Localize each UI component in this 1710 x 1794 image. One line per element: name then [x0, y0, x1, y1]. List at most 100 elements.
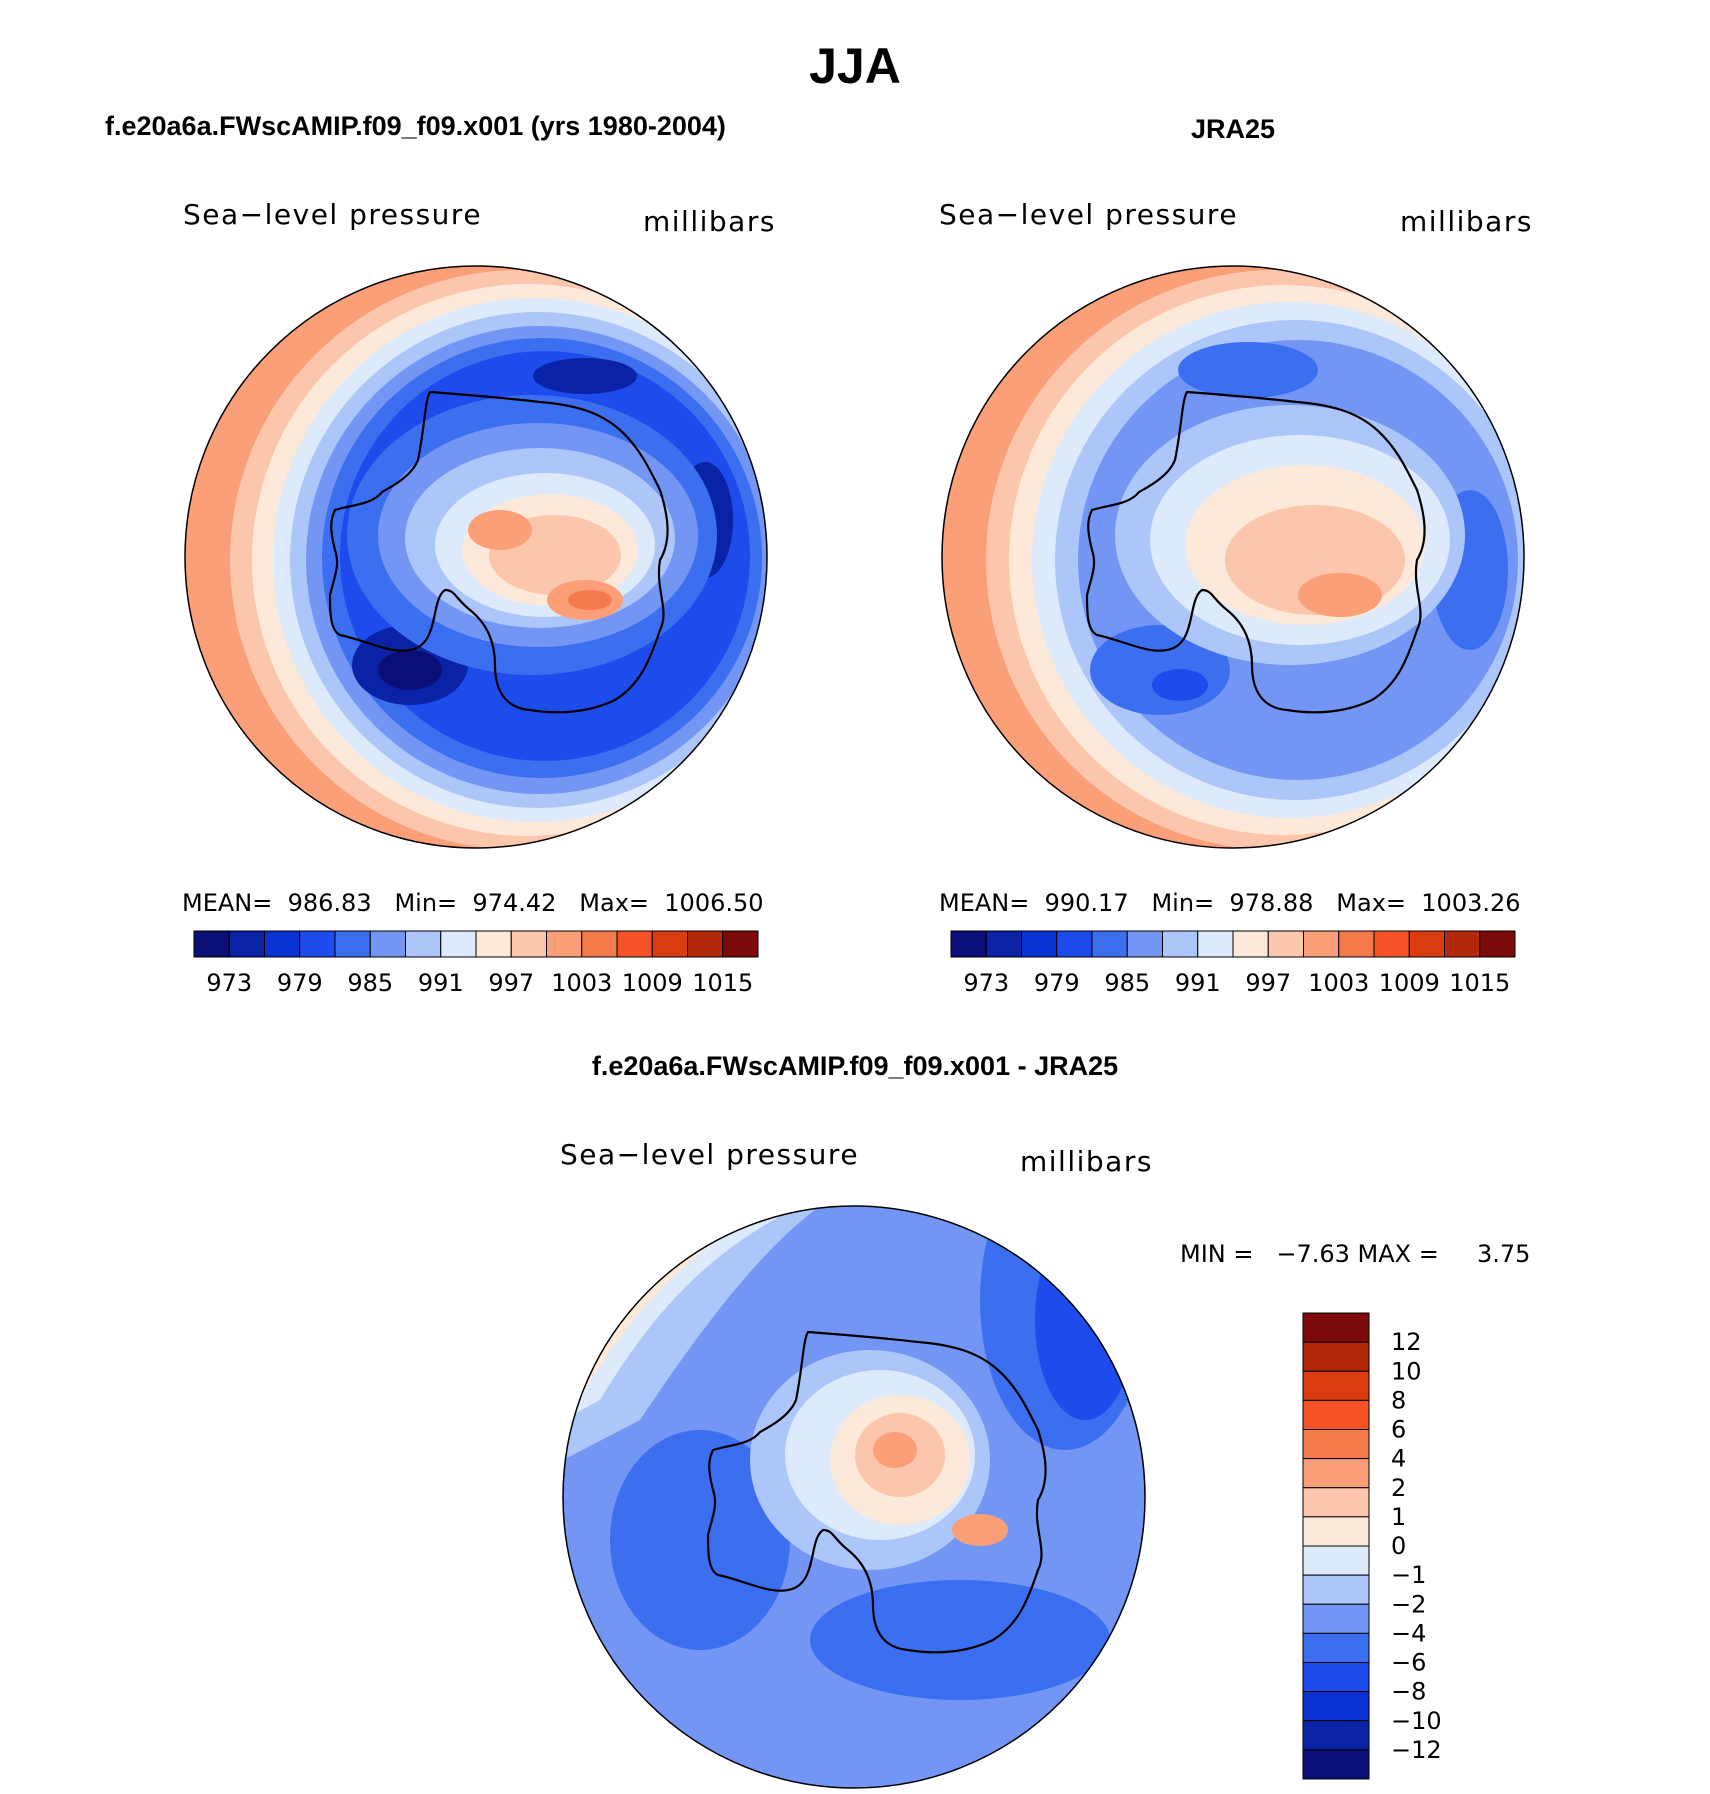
colorbar-swatch: [510, 930, 547, 958]
colorbar-tick-label: 979: [1034, 969, 1080, 997]
obs-unit-label: millibars: [1400, 205, 1533, 238]
colorbar-tick-label: 1003: [1308, 969, 1369, 997]
obs-colorbar: 973 979 985 991 997 1003 1009 1015: [950, 930, 1516, 997]
colorbar-swatch: [1338, 930, 1375, 958]
colorbar-swatch: [1302, 1370, 1370, 1401]
diff-polar-map: [562, 1205, 1146, 1789]
colorbar-swatch: [581, 930, 618, 958]
map-c-high-2: [952, 1514, 1008, 1546]
colorbar-swatch: [1303, 930, 1340, 958]
model-stats: MEAN= 986.83 Min= 974.42 Max= 1006.50: [182, 889, 764, 917]
colorbar-swatch: [1302, 1458, 1370, 1489]
colorbar-tick-label: 997: [488, 969, 534, 997]
colorbar-swatch: [1162, 930, 1199, 958]
map-c-high-1: [873, 1432, 917, 1468]
colorbar-swatch: [1197, 930, 1234, 958]
colorbar-swatch: [616, 930, 653, 958]
obs-stats: MEAN= 990.17 Min= 978.88 Max= 1003.26: [939, 889, 1521, 917]
colorbar-tick-label: 8: [1391, 1386, 1406, 1414]
map-b-low-4: [1152, 669, 1208, 701]
colorbar-tick-label: −1: [1391, 1561, 1426, 1589]
colorbar-swatch: [1126, 930, 1163, 958]
colorbar-swatch: [1444, 930, 1481, 958]
colorbar-swatch: [1408, 930, 1445, 958]
colorbar-tick-label: 1: [1391, 1503, 1406, 1531]
colorbar-tick-label: −4: [1391, 1619, 1426, 1647]
colorbar-swatch: [193, 930, 230, 958]
obs-variable-label: Sea−level pressure: [939, 198, 1238, 231]
colorbar-swatch: [950, 930, 987, 958]
colorbar-tick-label: −2: [1391, 1590, 1426, 1618]
colorbar-swatch: [334, 930, 371, 958]
colorbar-swatch: [1373, 930, 1410, 958]
colorbar-tick-label: 985: [347, 969, 393, 997]
model-polar-map: [184, 265, 768, 849]
colorbar-tick-label: −10: [1391, 1707, 1442, 1735]
colorbar-swatch: [1302, 1574, 1370, 1605]
colorbar-swatch: [1302, 1399, 1370, 1430]
colorbar-tick-label: −8: [1391, 1678, 1426, 1706]
colorbar-swatch: [475, 930, 512, 958]
map-a-low-1: [533, 358, 637, 394]
season-title: JJA: [809, 38, 901, 94]
obs-polar-map: [941, 265, 1525, 849]
colorbar-tick-label: 0: [1391, 1532, 1406, 1560]
colorbar-swatch: [1302, 1632, 1370, 1663]
colorbar-swatch: [546, 930, 583, 958]
colorbar-tick-label: 1009: [622, 969, 683, 997]
colorbar-tick-label: 4: [1391, 1445, 1406, 1473]
colorbar-swatch: [985, 930, 1022, 958]
colorbar-swatch: [369, 930, 406, 958]
colorbar-swatch: [1302, 1429, 1370, 1460]
colorbar-swatch: [722, 930, 759, 958]
colorbar-tick-label: 1009: [1379, 969, 1440, 997]
colorbar-swatch: [299, 930, 336, 958]
colorbar-tick-label: 1015: [692, 969, 753, 997]
colorbar-tick-label: 997: [1245, 969, 1291, 997]
colorbar-swatch: [228, 930, 265, 958]
map-b-coastline: [1085, 390, 1426, 714]
colorbar-tick-label: 2: [1391, 1474, 1406, 1502]
colorbar-tick-label: 991: [418, 969, 464, 997]
diff-variable-label: Sea−level pressure: [560, 1138, 859, 1171]
colorbar-tick-label: 6: [1391, 1416, 1406, 1444]
colorbar-swatch: [1056, 930, 1093, 958]
colorbar-swatch: [264, 930, 301, 958]
colorbar-swatch: [1302, 1662, 1370, 1693]
map-b-high-1: [1298, 573, 1382, 617]
map-a-high-1: [468, 510, 532, 550]
map-c-low-3: [610, 1430, 790, 1650]
diff-panel-heading: f.e20a6a.FWscAMIP.f09_f09.x001 - JRA25: [592, 1051, 1118, 1081]
colorbar-tick-label: 979: [277, 969, 323, 997]
model-colorbar: 973 979 985 991 997 1003 1009 1015: [193, 930, 759, 997]
colorbar-tick-label: 985: [1104, 969, 1150, 997]
map-a-border: [184, 265, 768, 849]
map-b-low-1: [1178, 342, 1318, 398]
colorbar-swatch: [1479, 930, 1516, 958]
colorbar-swatch: [1302, 1749, 1370, 1780]
colorbar-tick-label: −6: [1391, 1649, 1426, 1677]
colorbar-tick-label: 991: [1175, 969, 1221, 997]
model-panel-heading: f.e20a6a.FWscAMIP.f09_f09.x001 (yrs 1980…: [105, 111, 726, 141]
colorbar-tick-label: 973: [963, 969, 1009, 997]
colorbar-swatch: [1302, 1341, 1370, 1372]
colorbar-swatch: [405, 930, 442, 958]
colorbar-swatch: [1302, 1720, 1370, 1751]
map-c-low-4: [810, 1580, 1110, 1700]
colorbar-swatch: [1267, 930, 1304, 958]
colorbar-swatch: [651, 930, 688, 958]
colorbar-swatch: [1302, 1691, 1370, 1722]
map-a-coastline: [328, 390, 669, 714]
map-b-border: [941, 265, 1525, 849]
model-variable-label: Sea−level pressure: [183, 198, 482, 231]
colorbar-swatch: [1302, 1545, 1370, 1576]
colorbar-swatch: [1302, 1603, 1370, 1634]
colorbar-tick-label: 973: [206, 969, 252, 997]
colorbar-tick-label: 12: [1391, 1328, 1422, 1356]
map-c-border: [562, 1205, 1146, 1789]
colorbar-tick-label: −12: [1391, 1736, 1442, 1764]
colorbar-swatch: [1302, 1516, 1370, 1547]
colorbar-swatch: [1232, 930, 1269, 958]
